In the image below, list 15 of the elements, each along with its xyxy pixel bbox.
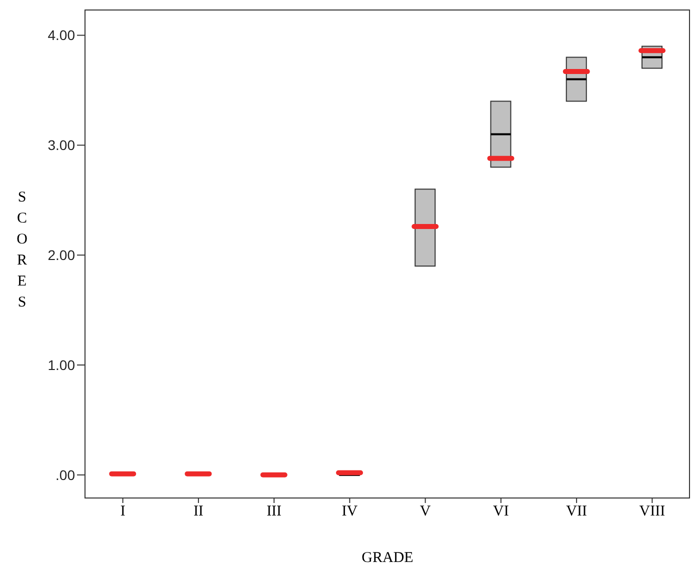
- x-tick-label: V: [420, 504, 431, 520]
- x-tick-label: VII: [566, 504, 587, 520]
- x-tick-label: IV: [342, 504, 358, 520]
- x-tick-label: I: [120, 504, 126, 520]
- y-tick-label: 1.00: [48, 356, 76, 373]
- y-tick-label: 3.00: [48, 137, 76, 154]
- y-tick-label: .00: [56, 466, 76, 483]
- x-axis-title: GRADE: [362, 550, 414, 564]
- y-tick-label: 2.00: [48, 247, 76, 264]
- y-axis-title: SCORES: [16, 190, 28, 310]
- x-tick-label: VI: [493, 504, 509, 520]
- y-tick-label: 4.00: [48, 27, 76, 44]
- x-tick-label: III: [266, 504, 282, 520]
- x-tick-label: II: [193, 504, 204, 520]
- x-tick-label: VIII: [639, 504, 666, 520]
